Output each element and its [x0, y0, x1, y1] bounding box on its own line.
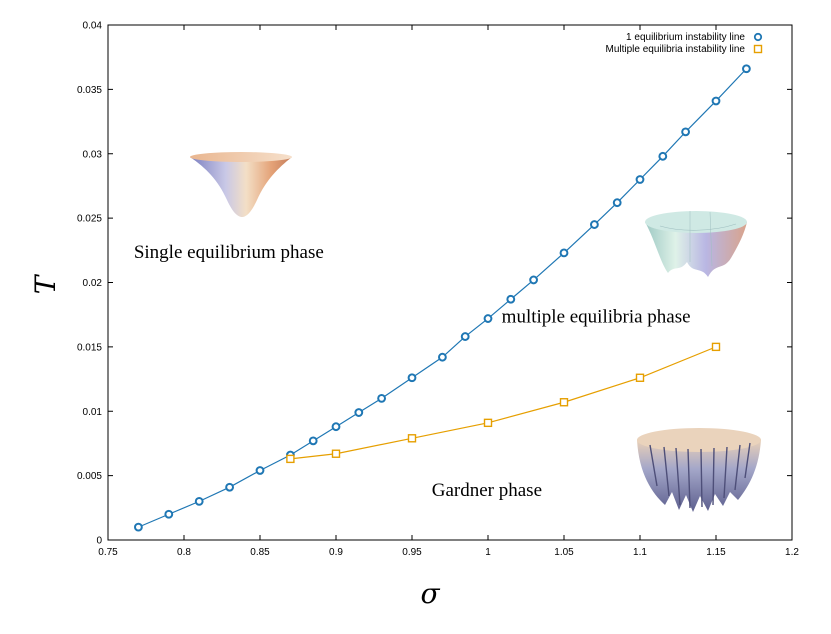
data-point [354, 408, 364, 417]
data-point [483, 418, 493, 428]
y-tick-label: 0.005 [77, 471, 102, 482]
data-point [590, 220, 599, 229]
multiple-equilibria-landscape-image [645, 211, 747, 277]
x-tick-label: 0.95 [402, 547, 422, 558]
y-tick-label: 0.035 [77, 85, 102, 96]
data-point [407, 373, 417, 383]
data-point [483, 314, 493, 323]
data-point [331, 449, 341, 458]
x-tick-label: 0.8 [177, 547, 191, 558]
data-point [286, 454, 295, 464]
legend-label-multiple: Multiple equilibria instability line [605, 44, 745, 55]
data-point [407, 434, 417, 443]
y-tick-label: 0.02 [83, 278, 103, 289]
data-point [134, 522, 143, 532]
data-point [164, 509, 174, 519]
data-point [559, 398, 569, 407]
x-tick-label: 0.85 [250, 547, 270, 558]
x-tick-label: 1.05 [554, 547, 574, 558]
data-point [635, 175, 645, 184]
data-point [308, 436, 318, 446]
series-layer [134, 64, 751, 532]
y-tick-label: 0.03 [83, 149, 103, 160]
y-tick-label: 0.015 [77, 342, 102, 353]
data-point [559, 248, 569, 258]
series-1 [286, 342, 721, 464]
data-point [742, 64, 751, 74]
y-axis-title: T [29, 273, 62, 294]
data-point [194, 496, 204, 506]
y-tick-label: 0 [96, 536, 102, 547]
x-tick-label: 0.9 [329, 547, 343, 558]
y-tick-label: 0.01 [83, 407, 103, 418]
axis-ticks: 0.75 0.8 0.85 0.9 0.95 1 1.05 1.1 1.15 1.2 0 0.005 0… [77, 21, 799, 559]
x-tick-label: 0.75 [98, 547, 118, 558]
data-point [438, 352, 447, 362]
legend-marker-multiple [753, 44, 763, 54]
x-tick-label: 1.15 [706, 547, 726, 558]
y-tick-label: 0.025 [77, 214, 102, 225]
single-equilibrium-phase-label: Single equilibrium phase [134, 242, 324, 263]
data-point [711, 342, 721, 352]
y-tick-label: 0.04 [83, 21, 103, 32]
legend-label-single: 1 equilibrium instability line [626, 32, 745, 43]
series-line [138, 68, 747, 528]
data-point [612, 198, 622, 208]
gardner-phase-label: Gardner phase [432, 480, 542, 501]
data-point [529, 275, 538, 285]
legend-marker-single [753, 32, 763, 42]
data-point [225, 482, 235, 492]
data-point [711, 96, 721, 106]
data-point [331, 422, 341, 432]
data-point [377, 393, 387, 403]
series-0 [134, 64, 751, 532]
legend: 1 equilibrium instability line Multiple … [605, 32, 763, 55]
data-point [506, 294, 516, 304]
x-tick-label: 1.2 [785, 547, 799, 558]
gardner-landscape-image [637, 428, 761, 512]
single-equilibrium-landscape-image [190, 152, 292, 217]
data-point [658, 151, 668, 161]
multiple-equilibria-phase-label: multiple equilibria phase [502, 306, 691, 327]
x-axis-title: σ [420, 577, 440, 610]
x-tick-label: 1.1 [633, 547, 647, 558]
x-tick-label: 1 [485, 547, 491, 558]
data-point [635, 373, 645, 382]
data-point [681, 127, 690, 137]
data-point [255, 466, 265, 475]
data-point [460, 332, 470, 341]
